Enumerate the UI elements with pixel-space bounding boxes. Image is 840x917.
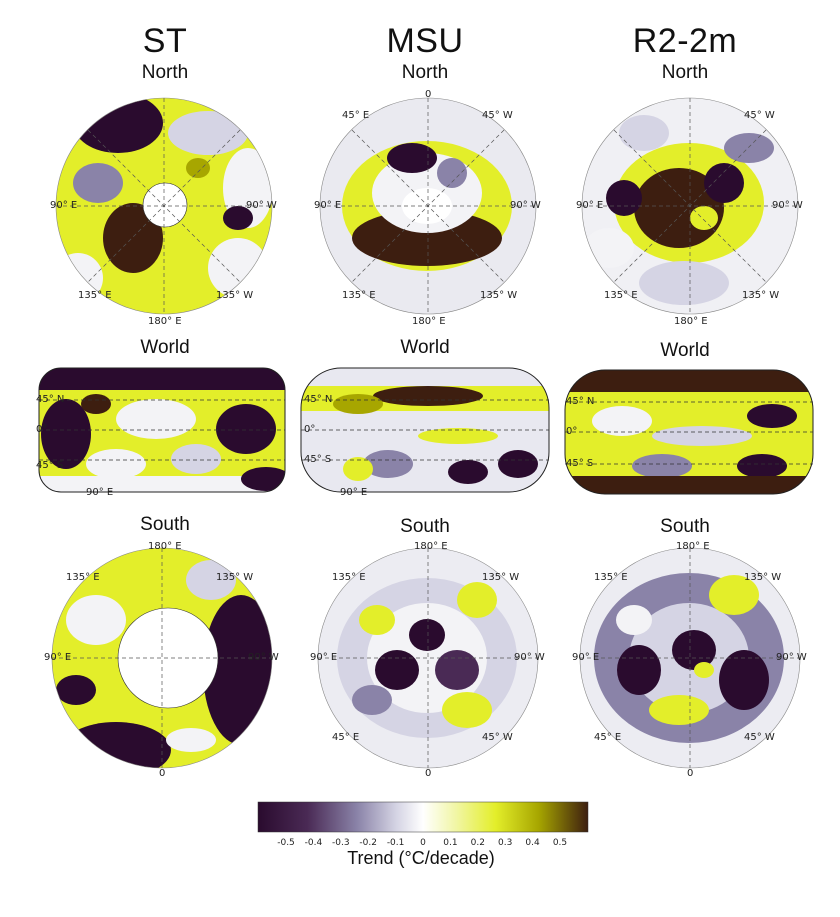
deg-label: 0 [687,768,693,779]
deg-label: 45° W [744,732,775,743]
label-world-st: World [140,337,190,358]
colorbar-tick-label: -0.3 [332,838,350,848]
deg-label: 45° E [332,732,359,743]
deg-label: 90° E [44,652,71,663]
label-north-msu: North [401,62,449,83]
label-south-msu: South [400,516,450,537]
deg-label: 45° N [566,396,594,407]
colorbar-title: Trend (°C/decade) [347,848,495,868]
deg-label: 90° W [776,652,807,663]
polar-map-south-st: 180° E 90° E 90° W 135° E 135° W 0 [44,541,279,779]
deg-label: 135° E [342,290,376,301]
world-map-r2: 45° N 0° 45° S [564,369,814,495]
deg-label: 135° W [744,572,781,583]
deg-label: 0° [36,424,47,435]
deg-label: 90° W [510,200,541,211]
deg-label: 180° E [148,541,182,552]
polar-map-south-r2: 180° E 90° E 90° W 135° E 135° W 45° E 4… [572,541,807,779]
deg-label: 135° E [78,290,112,301]
deg-label: 90° E [572,652,599,663]
colorbar-tick-label: -0.2 [359,838,377,848]
deg-label: 90° E [314,200,341,211]
colorbar-gradient [257,801,589,833]
deg-label: 0 [425,89,431,100]
deg-label: 45° W [744,110,775,121]
deg-label: 90° E [310,652,337,663]
deg-label: 0° [566,426,577,437]
deg-label: 135° E [604,290,638,301]
label-south-st: South [140,514,190,535]
colorbar-tick-label: -0.1 [387,838,405,848]
label-north-st: North [141,62,189,83]
deg-label: 180° E [674,316,708,327]
label-world-msu: World [400,337,450,358]
colorbar-tick-label: 0.5 [553,838,567,848]
column-title-st: ST [142,22,188,60]
deg-label: 135° W [216,290,253,301]
deg-label: 180° E [148,316,182,327]
colorbar-tick-label: 0.1 [443,838,457,848]
deg-label: 45° W [482,110,513,121]
deg-label: 45° S [36,460,63,471]
deg-label: 0° [304,424,315,435]
polar-map-north-r2: 90° E 90° W 180° E 135° E 135° W 45° W [576,97,803,327]
deg-label: 135° W [216,572,253,583]
polar-map-north-msu: 0 90° E 90° W 180° E 135° E 135° W 45° E… [314,89,541,327]
colorbar: -0.5 -0.4 -0.3 -0.2 -0.1 0 0.1 0.2 0.3 0.4 0.5 [257,801,589,848]
polar-map-south-msu: 180° E 90° E 90° W 135° E 135° W 45° E 4… [310,541,545,779]
colorbar-tick-label: 0.3 [498,838,512,848]
deg-label: 45° N [304,394,332,405]
deg-label: 0 [159,768,165,779]
column-title-r2: R2-2m [632,22,738,60]
deg-label: 135° W [480,290,517,301]
deg-label: 45° N [36,394,64,405]
colorbar-tick-label: 0 [420,838,426,848]
deg-label: 135° E [332,572,366,583]
deg-label: 135° E [594,572,628,583]
deg-label: 90° E [86,487,113,498]
deg-label: 90° E [340,487,367,498]
deg-label: 0 [425,768,431,779]
colorbar-tick-label: 0.2 [471,838,485,848]
label-south-r2: South [660,516,710,537]
deg-label: 90° E [50,200,77,211]
world-map-st: 45° N 0° 45° S 90° E [36,367,286,498]
deg-label: 135° W [742,290,779,301]
deg-label: 90° W [514,652,545,663]
colorbar-tick-label: 0.4 [525,838,540,848]
deg-label: 45° E [594,732,621,743]
deg-label: 45° E [342,110,369,121]
colorbar-tick-label: -0.5 [277,838,295,848]
label-world-r2: World [660,340,710,361]
deg-label: 45° S [566,458,593,469]
world-map-msu: 45° N 0° 45° S 90° E [300,367,550,498]
deg-label: 135° W [482,572,519,583]
deg-label: 90° W [772,200,803,211]
deg-label: 90° W [246,200,277,211]
polar-map-north-st: 90° E 90° W 180° E 135° E 135° W [50,97,277,327]
colorbar-tick-label: -0.4 [305,838,323,848]
deg-label: 135° E [66,572,100,583]
label-north-r2: North [661,62,709,83]
deg-label: 90° W [248,652,279,663]
deg-label: 180° E [412,316,446,327]
deg-label: 180° E [414,541,448,552]
deg-label: 45° S [304,454,331,465]
deg-label: 45° W [482,732,513,743]
deg-label: 90° E [576,200,603,211]
deg-label: 180° E [676,541,710,552]
column-title-msu: MSU [386,22,464,60]
